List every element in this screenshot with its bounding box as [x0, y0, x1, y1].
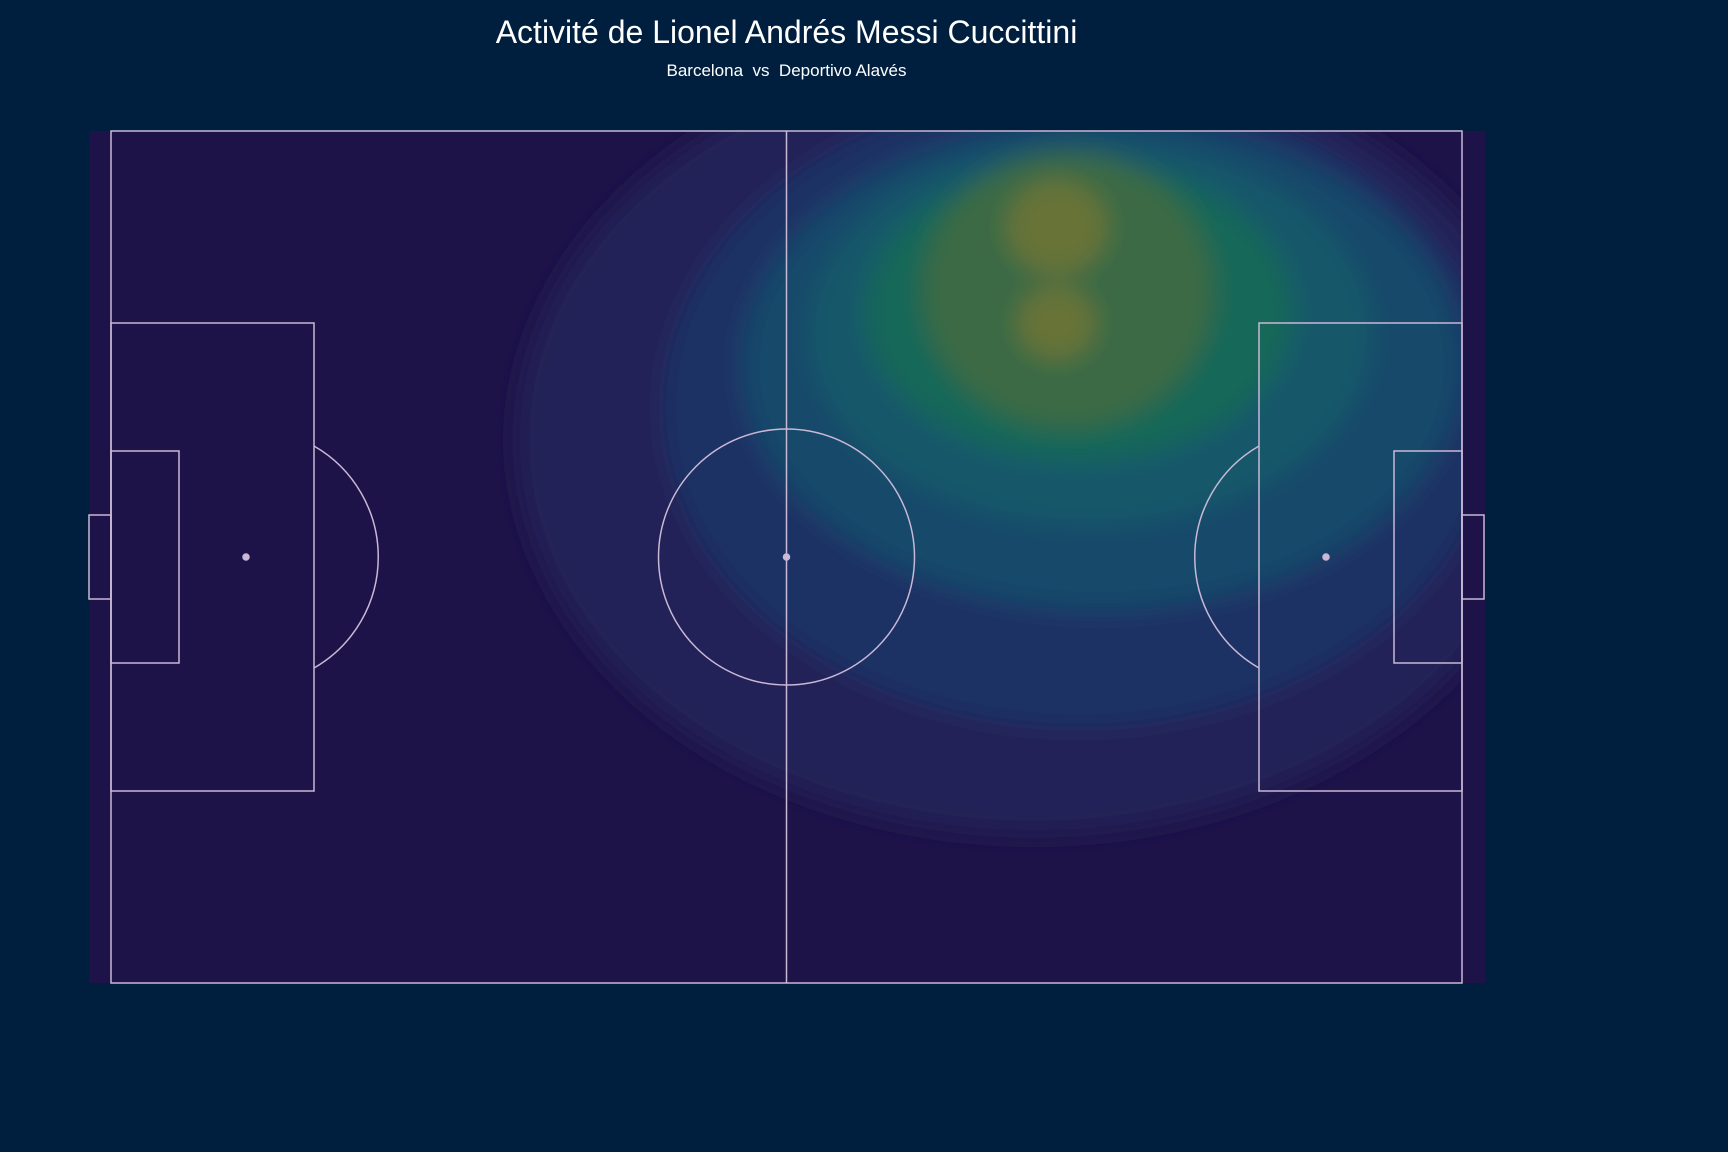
left-goal [88, 514, 112, 600]
density-layer [516, 131, 1462, 834]
density-level-7-7 [1017, 285, 1097, 360]
right-penalty-spot [1322, 553, 1330, 561]
chart-title: Activité de Lionel Andrés Messi Cuccitti… [495, 14, 1078, 50]
pitch-markings [88, 130, 1485, 984]
right-penalty-arc [1194, 445, 1260, 669]
left-penalty-spot [242, 553, 250, 561]
left-penalty-arc [313, 445, 379, 669]
chart-subtitle: Barcelona vs Deportivo Alavés [666, 61, 907, 80]
pitch-heatmap [88, 130, 1485, 984]
right-goal [1461, 514, 1485, 600]
centre-circle [657, 428, 916, 686]
density-level-7-6 [1006, 178, 1108, 275]
centre-spot [782, 553, 791, 561]
